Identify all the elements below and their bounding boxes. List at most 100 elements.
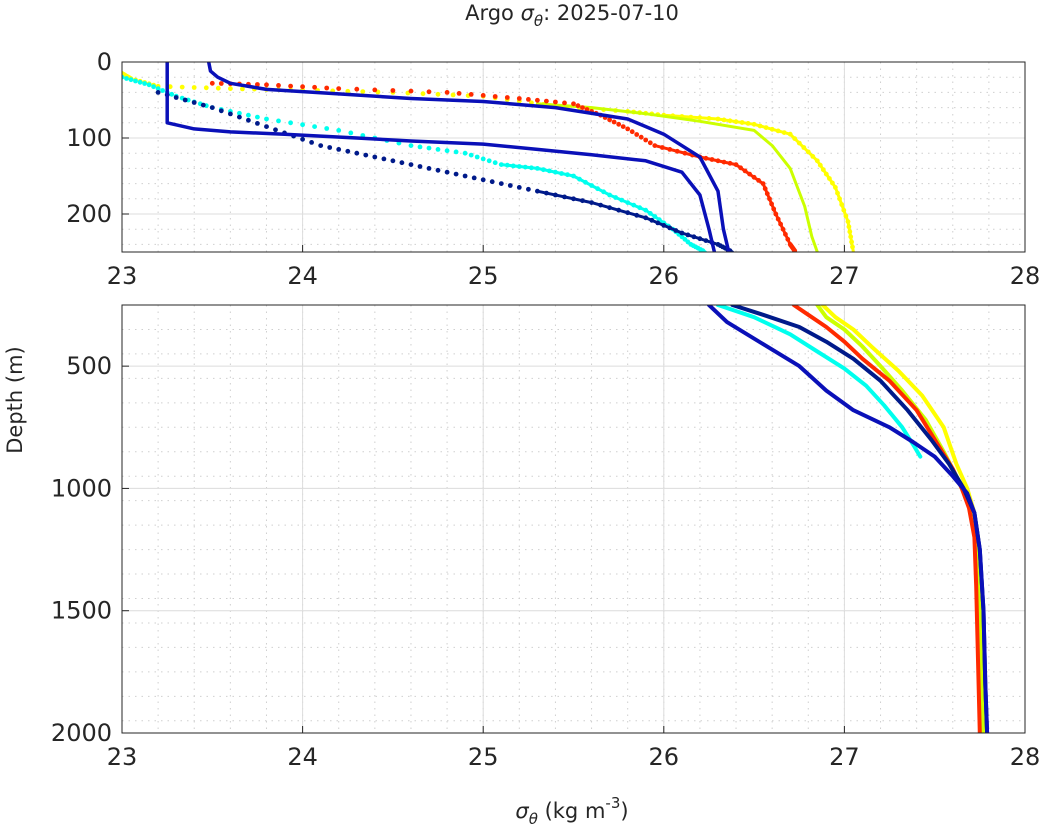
profile-navy-point — [246, 117, 251, 123]
lower-x-ticks: 23 24 25 26 27 28 — [107, 726, 1040, 771]
profile-navy-point — [426, 166, 432, 171]
y-tick-label: 0 — [97, 48, 112, 76]
profile-cyan-point — [133, 78, 138, 84]
upper-y-ticks: 0 100 200 — [66, 48, 129, 228]
profile-navy-point — [471, 175, 477, 181]
profile-cyan-point — [169, 91, 175, 97]
profile-navy-point — [453, 171, 459, 177]
profile-yellow-point — [191, 85, 197, 90]
lower-frame — [121, 304, 1026, 734]
profile-yellow-point — [228, 86, 233, 91]
lower-series — [707, 305, 990, 733]
profile-cyan-point — [453, 149, 459, 155]
profile-navy-point — [182, 97, 188, 103]
profile-red-point — [647, 140, 653, 146]
profile-navy-point — [237, 114, 242, 120]
profile-red-point — [456, 91, 462, 96]
y-axis-label: Depth (m) — [3, 346, 27, 453]
y-tick-label: 2000 — [51, 719, 112, 747]
profile-red-point — [634, 132, 640, 137]
x-tick-label: 26 — [649, 262, 680, 290]
profile-cyan-point — [300, 122, 305, 128]
profile-red-point — [638, 134, 644, 140]
profile-red-point — [218, 81, 224, 86]
profile-cyan-point — [146, 82, 152, 88]
profile-cyan-point — [160, 88, 166, 93]
profile-navy-point — [255, 121, 260, 126]
profile-cyan-point — [276, 118, 281, 124]
upper-x-ticks: 23 24 25 26 27 28 — [107, 245, 1040, 290]
profile-red-point — [312, 84, 317, 90]
profile-navy-upper-tail — [535, 189, 734, 252]
profile-red-point — [562, 100, 567, 106]
profile-yellow-point — [360, 89, 366, 94]
profile-navy-point — [327, 145, 333, 150]
profile-navy-point — [372, 154, 378, 160]
profile-red-point — [504, 95, 510, 100]
x-tick-label: 27 — [829, 262, 860, 290]
y-tick-label: 500 — [66, 352, 112, 380]
profile-red-point — [390, 88, 396, 93]
profile-navy-point — [264, 124, 269, 129]
profile-cyan-upper-tail — [499, 163, 707, 252]
profile-red-point — [255, 82, 260, 87]
upper-panel: 23 24 25 26 27 28 0 100 200 — [66, 48, 1040, 290]
profile-yellow-point — [203, 85, 209, 91]
profile-red-point — [444, 90, 450, 95]
upper-series — [122, 62, 855, 252]
x-tick-label: 24 — [287, 262, 318, 290]
profile-red-point — [276, 83, 281, 88]
profile-cyan-point — [264, 116, 269, 122]
profile-navy-point — [390, 158, 396, 164]
profile-red-point — [288, 83, 293, 89]
profile-cyan-point — [480, 156, 486, 162]
profile-cyan-point — [255, 114, 260, 120]
profile-cyan-point — [155, 86, 161, 91]
chart-title: Argo σθ: 2025-07-10 — [465, 1, 679, 30]
profile-red-point — [580, 105, 585, 110]
profile-navy-point — [417, 164, 423, 169]
profile-red-point — [264, 82, 269, 88]
profile-navy-point — [399, 160, 405, 166]
profile-red-point — [408, 88, 414, 94]
profile-cyan-lower-line — [716, 305, 923, 459]
profile-red-lower-line — [791, 305, 982, 733]
x-tick-label: 23 — [107, 743, 138, 771]
x-tick-label: 24 — [287, 743, 318, 771]
profile-cyan-point — [435, 147, 441, 152]
profile-navy-point — [336, 147, 342, 152]
y-tick-label: 200 — [66, 200, 112, 228]
profile-navy-point — [173, 95, 179, 100]
profile-red-point — [571, 101, 576, 107]
profile-navy-point — [318, 143, 324, 149]
x-tick-label: 25 — [468, 262, 499, 290]
profile-red-point — [544, 98, 549, 104]
profile-navy-point — [300, 136, 305, 142]
profile-red-point — [354, 86, 360, 92]
upper-frame — [121, 61, 1026, 253]
profile-cyan-point — [486, 158, 492, 164]
profile-cyan-point — [426, 145, 432, 151]
profile-red-point — [526, 97, 531, 102]
profile-navy-point — [489, 179, 495, 185]
profile-red-point — [426, 89, 432, 95]
profile-red-point — [535, 97, 540, 103]
profile-cyan-point — [444, 148, 450, 154]
profile-red-point — [468, 92, 474, 97]
profile-navy-point — [273, 127, 278, 133]
lower-plot-area — [122, 305, 1025, 733]
profile-yellow-point — [420, 91, 426, 97]
lower-panel: 23 24 25 26 27 28 500 1000 1500 2000 — [51, 304, 1040, 771]
upper-series-group — [122, 62, 855, 252]
profile-navy-point — [408, 162, 414, 168]
profile-navy-point — [354, 150, 360, 156]
profile-red-point — [643, 137, 649, 143]
profile-yellow-point — [345, 88, 351, 94]
x-tick-label: 27 — [829, 743, 860, 771]
profile-cyan-point — [151, 84, 157, 90]
y-tick-label: 100 — [66, 124, 112, 152]
profile-red-point — [209, 80, 215, 86]
x-axis-label: σθ (kg m-3) — [515, 794, 628, 828]
y-tick-label: 1000 — [51, 474, 112, 502]
